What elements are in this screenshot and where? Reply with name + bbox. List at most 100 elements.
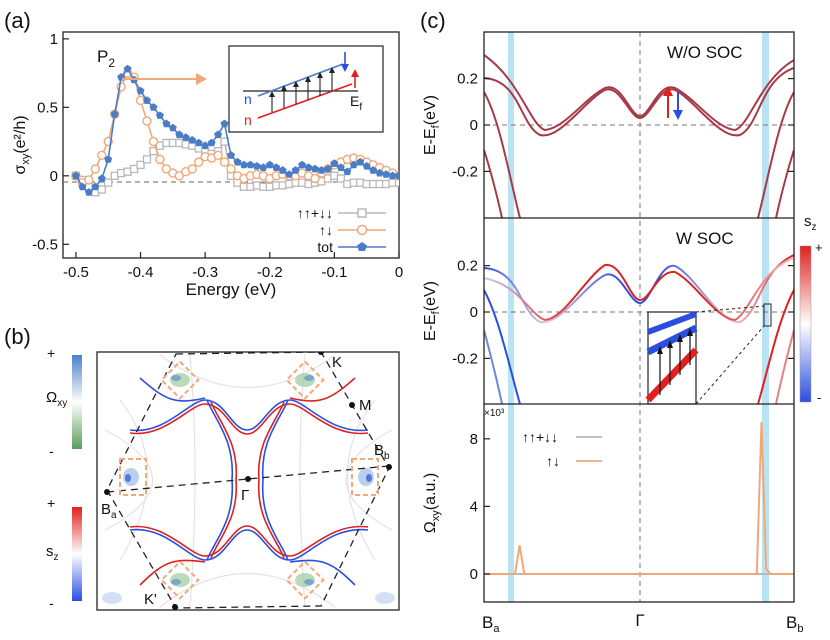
inset-frame [228,45,384,133]
legend-same-label: ↑↑+↓↓ [297,205,333,221]
a-point [227,151,235,159]
a-point [97,185,106,194]
c-xtick-Ba: Ba [482,613,500,635]
a-point [356,157,365,166]
panel-a-label: (a) [4,8,31,33]
a-point [135,95,146,106]
bz-label-Gamma: Γ [241,487,249,504]
c-bottom-legend: ↑↑+↓↓ ↑↓ [522,429,602,469]
panel-c-label: (c) [420,8,446,33]
a-point [382,170,391,178]
zoom-source-box [763,303,772,327]
inset-down-head [341,64,349,72]
inset-arrow-heads [269,67,335,97]
a-point [265,160,274,169]
c-mid: W SOC [484,213,823,405]
panel-a-inset: n n Ef [228,45,384,133]
a-point [90,164,101,174]
a-ytick-label: 0 [50,168,58,185]
cb-omega-minus: - [49,443,54,459]
a-point [91,182,100,191]
a-point [252,162,261,170]
panel-a: (a) -0.5 -0.4 -0.3 -0.2 -0.1 0 -0.5 0 0.5 1 P2 σx… [4,8,403,299]
inset-n-blue: n [244,91,252,107]
c-mid-ytick-label: -0.2 [452,350,478,367]
panel-a-axes: -0.5 -0.4 -0.3 -0.2 -0.1 0 -0.5 0 0.5 1 [32,31,403,281]
a-point [226,164,236,174]
a-point [104,155,113,163]
a-point [142,155,152,164]
a-point [123,64,132,73]
a-point [259,163,268,171]
cb-omega-plus: + [47,345,55,361]
a-point [161,164,172,174]
a-point [233,157,242,166]
cb-sz-minus: - [49,595,54,611]
panel-a-series [71,64,399,197]
a-point [394,178,399,187]
c-top-ytick-label: 0 [470,117,478,134]
a-point [97,150,107,160]
legend-tot-marker [357,242,367,251]
a-point [285,170,294,178]
c-legend-same: ↑↑+↓↓ [522,429,558,445]
inset-n-red: n [244,112,252,128]
c-xtick-Bb: Bb [786,613,803,635]
inset-blue-line [257,63,344,97]
highlight-col-left [508,32,514,602]
a-point [207,138,216,147]
a-point [84,175,94,185]
a-point [336,163,345,171]
c-mid-ytick-label: 0.2 [457,258,478,275]
a-point [362,162,371,170]
a-point [162,119,171,128]
a-point [175,130,184,139]
a-point [369,166,378,174]
c-bottom-scale: ×10³ [484,408,505,419]
bz-hotspots [102,373,395,604]
a-point [201,141,210,150]
a-point [155,111,164,119]
bz-hexagon [106,352,390,609]
panel-b-label: (b) [4,324,31,349]
legend-tot-label: tot [317,239,333,255]
a-point [78,182,87,191]
c-top-bands [484,54,794,218]
bz-points [104,352,392,610]
inset-up-head [351,69,359,77]
peak-label: P2 [97,47,115,70]
a-point [97,174,106,182]
c-top: W/O SOC [484,43,794,218]
c-bottom-ylabel: Ωxy(a.u.) [422,473,442,533]
panel-c: (c) W/O SOC [420,8,823,635]
a-point [311,164,319,173]
a-xtick-label: -0.3 [192,264,218,281]
bz-label-K: K [332,354,342,371]
legend-anti-label: ↑↓ [319,222,333,238]
a-point [143,96,151,104]
bz-label-Ba: Ba [101,501,117,521]
c-bottom-series [484,421,794,575]
a-point [310,173,320,184]
cb-sz-plus: + [47,495,55,511]
c-mid-ylabel: E-Ef(eV) [422,281,442,341]
cb-sz-label: sz [46,543,59,563]
a-xtick-label: 0 [395,264,403,281]
panel-a-frame [62,31,400,259]
c-mid-bands [484,254,794,404]
bz-content [102,352,395,610]
inset-ef-label: Ef [350,93,362,113]
bz-label-M: M [359,397,372,414]
a-point [104,178,113,187]
a-point [168,123,177,132]
panel-a-xlabel: Energy (eV) [186,280,277,299]
panel-a-legend: ↑↑+↓↓ ↑↓ tot [297,205,386,255]
a-point [155,154,165,165]
a-point [278,166,287,174]
cb-omega-label: Ωxy [46,389,67,409]
a-point [246,160,255,169]
a-point [304,163,313,171]
a-point [272,163,281,171]
